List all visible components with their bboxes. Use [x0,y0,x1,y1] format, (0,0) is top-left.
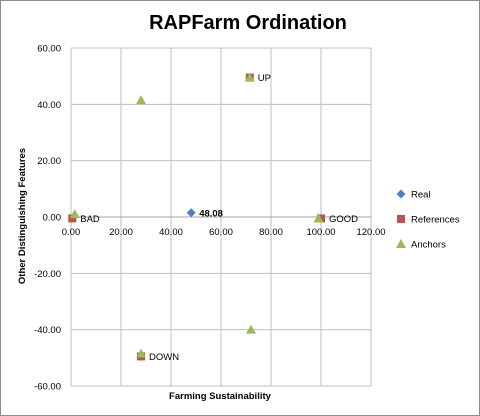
y-tick-label: -20.00 [34,269,61,280]
x-tick-label: 0.00 [62,227,81,238]
legend-anchors-label: Anchors [411,240,446,251]
x-tick-label: 120.00 [356,227,385,238]
y-tick-label: -60.00 [34,382,61,393]
y-tick-label: 60.00 [37,44,61,55]
x-tick-label: 20.00 [109,227,133,238]
x-tick-label: 80.00 [259,227,283,238]
data-label-48-08: 48.08 [199,208,223,219]
anchors-point [136,95,146,105]
y-tick-label: 0.00 [43,213,62,224]
x-tick-label: 60.00 [209,227,233,238]
data-label-down: DOWN [149,352,179,363]
y-axis-title: Other Distinguishing Features [17,148,28,284]
anchors-point [69,209,80,219]
anchors-point [136,348,146,358]
x-tick-label: 100.00 [306,227,335,238]
data-label-bad: BAD [80,214,100,225]
legend-references-label: References [411,215,460,226]
real-point [186,208,196,218]
y-tick-label: 20.00 [37,156,61,167]
references-point [68,214,77,223]
legend: Real References Anchors [396,189,460,251]
chart-title: RAPFarm Ordination [149,12,347,34]
y-tick-label: -40.00 [34,325,61,336]
anchors-point [313,213,324,223]
legend-real-label: Real [411,190,431,201]
x-axis-title: Farming Sustainability [169,391,272,402]
anchors-point [246,324,256,334]
anchors-point [244,72,255,82]
data-label-up: UP [258,73,271,84]
legend-real-marker [396,189,406,199]
legend-references-marker [397,215,405,223]
x-tick-label: 40.00 [159,227,183,238]
legend-anchors-marker [396,239,406,248]
y-tick-label: 40.00 [37,100,61,111]
data-label-good: GOOD [329,214,358,225]
